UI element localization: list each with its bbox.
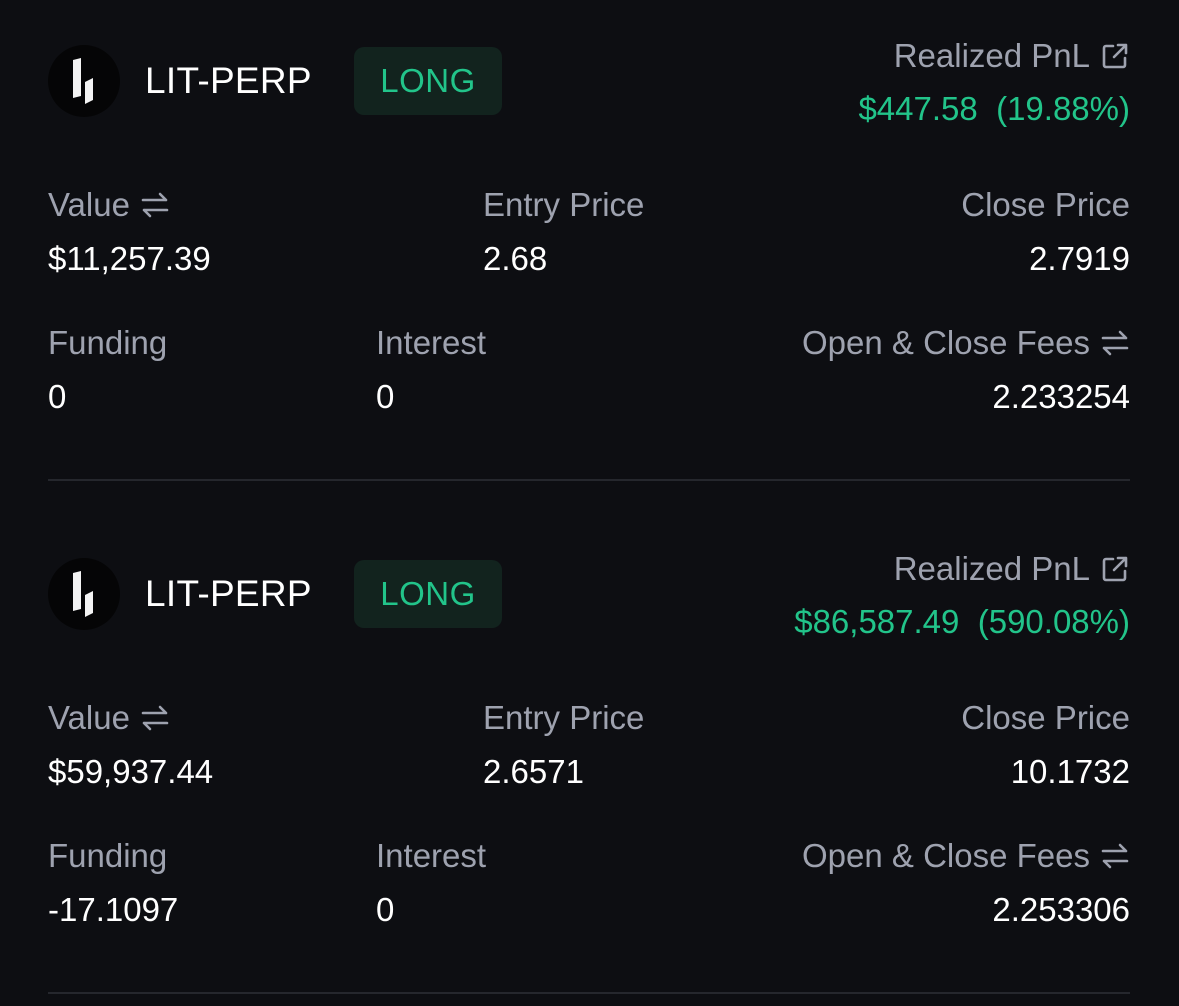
fees-value: 2.233254: [992, 378, 1130, 415]
pnl-amount: $86,587.49: [794, 603, 960, 640]
funding-label: Funding: [48, 324, 168, 361]
fees-value: 2.253306: [992, 891, 1130, 928]
side-badge: LONG: [354, 47, 502, 115]
realized-pnl-link[interactable]: Realized PnL: [894, 34, 1130, 78]
interest-field: Interest 0: [376, 836, 486, 930]
market-symbol: LIT-PERP: [145, 573, 312, 614]
realized-pnl-link[interactable]: Realized PnL: [894, 547, 1130, 591]
funding-field: Funding 0: [48, 323, 167, 417]
pnl-percent: (590.08%): [977, 603, 1130, 640]
close-price-label: Close Price: [961, 186, 1130, 223]
value-amount: $59,937.44: [48, 753, 214, 790]
fees-field: Open & Close Fees 2.253306: [802, 836, 1130, 930]
entry-price-value: 2.6571: [483, 753, 584, 790]
interest-value: 0: [376, 891, 395, 928]
interest-label: Interest: [376, 324, 487, 361]
entry-price-field: Entry Price 2.68: [483, 185, 644, 279]
entry-price-field: Entry Price 2.6571: [483, 698, 644, 792]
close-price-field: Close Price 10.1732: [961, 698, 1130, 792]
value-field: Value $59,937.44: [48, 698, 213, 792]
pnl-amount: $447.58: [858, 90, 978, 127]
close-price-value: 10.1732: [1010, 753, 1130, 790]
realized-pnl-value: $447.58 (19.88%): [858, 87, 1130, 131]
swap-arrows-icon[interactable]: [140, 191, 170, 219]
funding-value: 0: [48, 378, 67, 415]
entry-price-label: Entry Price: [483, 186, 645, 223]
funding-value: -17.1097: [48, 891, 179, 928]
lit-logo-icon: [48, 558, 120, 630]
divider: [48, 479, 1130, 481]
lit-logo-icon: [48, 45, 120, 117]
close-price-field: Close Price 2.7919: [961, 185, 1130, 279]
close-price-value: 2.7919: [1029, 240, 1130, 277]
value-field: Value $11,257.39: [48, 185, 211, 279]
swap-arrows-icon[interactable]: [1100, 329, 1130, 357]
entry-price-value: 2.68: [483, 240, 548, 277]
value-label: Value: [48, 699, 130, 736]
fees-label: Open & Close Fees: [802, 324, 1090, 361]
realized-pnl-label: Realized PnL: [893, 550, 1090, 587]
external-link-icon: [1102, 43, 1128, 69]
external-link-icon: [1102, 556, 1128, 582]
divider: [48, 992, 1130, 994]
fees-field: Open & Close Fees 2.233254: [802, 323, 1130, 417]
swap-arrows-icon[interactable]: [1100, 842, 1130, 870]
close-price-label: Close Price: [961, 699, 1130, 736]
market-symbol: LIT-PERP: [145, 60, 312, 101]
fees-label: Open & Close Fees: [802, 837, 1090, 874]
side-badge: LONG: [354, 560, 502, 628]
funding-field: Funding -17.1097: [48, 836, 178, 930]
value-label: Value: [48, 186, 130, 223]
interest-label: Interest: [376, 837, 487, 874]
entry-price-label: Entry Price: [483, 699, 645, 736]
value-amount: $11,257.39: [48, 240, 211, 277]
interest-value: 0: [376, 378, 395, 415]
realized-pnl-value: $86,587.49 (590.08%): [794, 600, 1130, 644]
pnl-percent: (19.88%): [996, 90, 1130, 127]
interest-field: Interest 0: [376, 323, 486, 417]
realized-pnl-label: Realized PnL: [893, 37, 1090, 74]
funding-label: Funding: [48, 837, 168, 874]
swap-arrows-icon[interactable]: [140, 704, 170, 732]
